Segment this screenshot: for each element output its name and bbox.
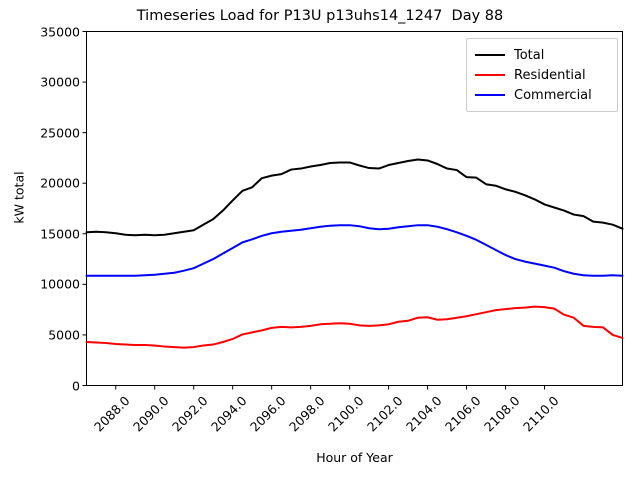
legend-label: Commercial <box>514 87 592 103</box>
chart-legend: Total Residential Commercial <box>466 38 618 112</box>
y-tick-label: 5000 <box>48 327 80 343</box>
series-line-residential <box>85 305 624 349</box>
y-tick-label: 0 <box>72 378 80 393</box>
chart-title: Timeseries Load for P13U p13uhs14_1247 D… <box>136 8 504 24</box>
series-line-total <box>85 158 624 237</box>
y-tick-label: 10000 <box>40 276 80 292</box>
x-axis-label: Hour of Year <box>316 450 393 465</box>
y-tick-label: 15000 <box>40 226 80 242</box>
y-axis-label: kW total <box>11 171 27 224</box>
legend-swatch-commercial-icon <box>475 94 505 96</box>
series-line-commercial <box>85 224 624 277</box>
y-tick-label: 30000 <box>40 74 80 90</box>
y-tick-label: 25000 <box>40 125 80 141</box>
legend-swatch-total-icon <box>475 54 505 56</box>
legend-entry-commercial[interactable]: Commercial <box>475 85 609 105</box>
series-lines <box>85 158 624 349</box>
y-tick-label: 20000 <box>40 175 80 191</box>
y-axis-tick-labels: 0 5000 10000 15000 20000 25000 30000 35000 <box>0 0 80 480</box>
y-tick-label: 35000 <box>40 24 80 39</box>
axes-frame <box>86 31 623 386</box>
legend-swatch-residential-icon <box>475 74 505 76</box>
legend-entry-total[interactable]: Total <box>475 45 609 65</box>
legend-entry-residential[interactable]: Residential <box>475 65 609 85</box>
legend-label: Total <box>514 47 545 63</box>
y-axis-ticks <box>82 31 87 386</box>
x-axis-ticks <box>115 385 546 390</box>
legend-label: Residential <box>514 67 586 83</box>
